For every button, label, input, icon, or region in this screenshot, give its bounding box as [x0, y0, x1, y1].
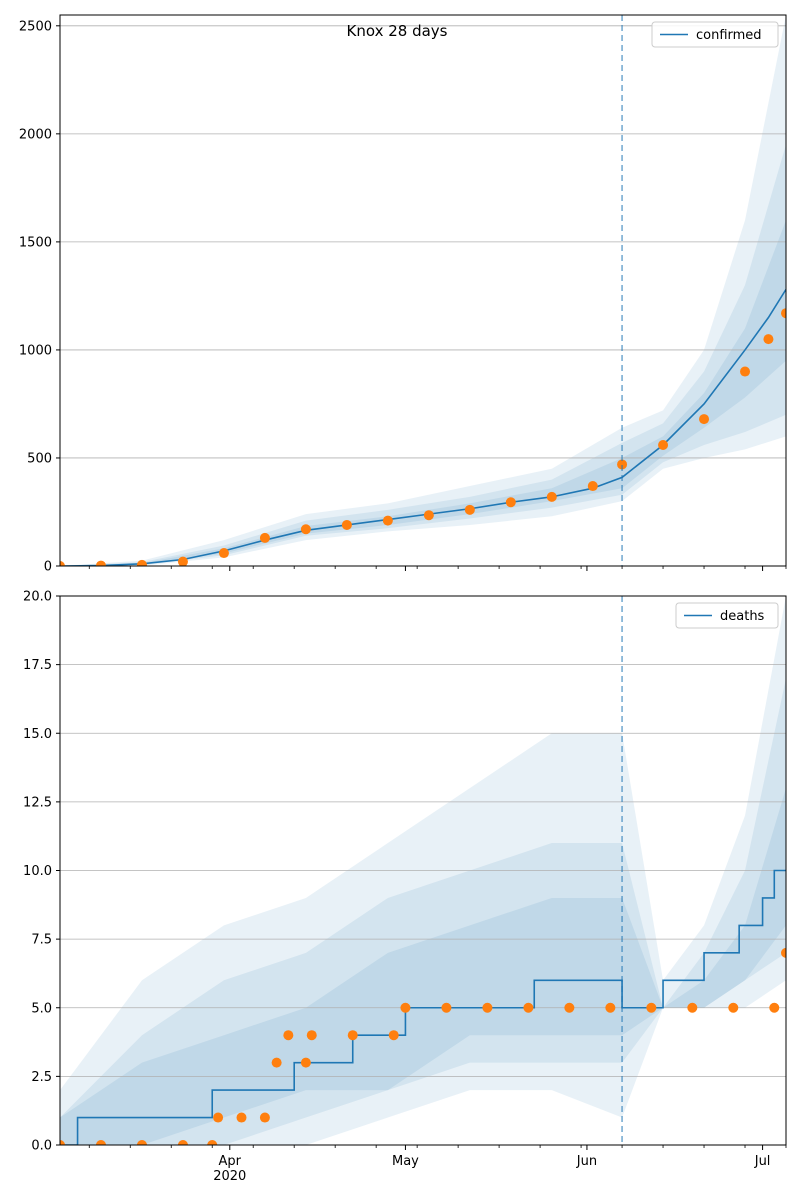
- observed-point: [464, 504, 475, 515]
- legend-label: confirmed: [696, 28, 762, 43]
- x-tick-label: Apr: [219, 1154, 242, 1169]
- observed-point: [763, 334, 774, 345]
- axes-frame: [59, 14, 787, 567]
- observed-point: [781, 947, 786, 958]
- observed-point: [781, 308, 786, 319]
- observed-point: [388, 1030, 399, 1041]
- observed-point: [646, 1002, 657, 1013]
- plot-area: [60, 15, 786, 566]
- observed-point: [95, 1140, 106, 1145]
- observed-point: [587, 481, 598, 492]
- plot-area: [60, 596, 786, 1145]
- uncertainty-band-1-fit: [60, 427, 623, 566]
- y-tick-label: 20.0: [23, 590, 52, 605]
- observed-point: [283, 1030, 294, 1041]
- observed-point: [300, 1057, 311, 1068]
- y-tick-label: 0.0: [31, 1139, 52, 1154]
- y-tick-label: 7.5: [31, 933, 52, 948]
- observed-point: [699, 414, 710, 425]
- y-tick-label: 1500: [19, 235, 52, 250]
- observed-point: [341, 519, 352, 530]
- x-tick-label: Jul: [754, 1154, 771, 1169]
- observed-point: [218, 548, 229, 559]
- observed-point: [605, 1002, 616, 1013]
- y-tick-label: 15.0: [23, 727, 52, 742]
- observed-point: [177, 556, 188, 566]
- observed-point: [136, 1140, 147, 1145]
- uncertainty-band-2-forecast: [622, 144, 786, 495]
- observed-point: [423, 510, 434, 521]
- x-tick-label: Jun: [576, 1154, 597, 1169]
- y-tick-label: 12.5: [23, 795, 52, 810]
- observed-point: [60, 561, 65, 566]
- y-tick-label: 1000: [19, 343, 52, 358]
- observed-point: [728, 1002, 739, 1013]
- observed-point: [259, 532, 270, 543]
- confirmed-chart-panel: 0 500 1000 1500 2000 2500 Knox 28 days confirme…: [19, 14, 787, 575]
- observed-point: [546, 491, 557, 502]
- uncertainty-band-1-forecast: [622, 15, 786, 502]
- y-tick-label: 500: [27, 451, 52, 466]
- chart-title: Knox 28 days: [347, 22, 448, 40]
- observed-point: [441, 1002, 452, 1013]
- observed-point: [136, 559, 147, 566]
- observed-point: [347, 1030, 358, 1041]
- observed-point: [382, 515, 393, 526]
- y-tick-label: 17.5: [23, 658, 52, 673]
- observed-point: [769, 1002, 780, 1013]
- observed-point: [658, 439, 669, 450]
- observed-point: [60, 1140, 65, 1145]
- uncertainty-band-2-forecast: [622, 678, 786, 1063]
- observed-point: [523, 1002, 534, 1013]
- observed-point: [95, 560, 106, 566]
- observed-point: [306, 1030, 317, 1041]
- observed-point: [207, 1140, 218, 1145]
- observed-point: [213, 1112, 224, 1123]
- uncertainty-band-3-fit: [60, 897, 623, 1145]
- observed-point: [505, 497, 516, 508]
- legend-label: deaths: [720, 609, 765, 624]
- uncertainty-band-2-fit: [60, 843, 623, 1145]
- y-tick-label: 5.0: [31, 1001, 52, 1016]
- observed-point: [300, 524, 311, 535]
- legend-box: [651, 21, 779, 48]
- series-line-confirmed: [60, 288, 786, 566]
- uncertainty-band-3-forecast: [622, 788, 786, 1036]
- y-tick-label: 2.5: [31, 1070, 52, 1085]
- observed-point: [177, 1140, 188, 1145]
- observed-point: [400, 1002, 411, 1013]
- observed-point: [236, 1112, 247, 1123]
- y-tick-label: 0: [44, 560, 52, 575]
- x-tick-label: May: [392, 1154, 419, 1169]
- observed-point: [259, 1112, 270, 1123]
- x-tick-label: 2020: [213, 1169, 246, 1184]
- y-tick-label: 2000: [19, 127, 52, 142]
- observed-point: [617, 459, 628, 470]
- y-tick-label: 2500: [19, 19, 52, 34]
- uncertainty-band-3-forecast: [622, 220, 786, 489]
- observed-point: [740, 366, 751, 377]
- observed-point: [271, 1057, 282, 1068]
- legend-box: [675, 602, 779, 629]
- observed-point: [687, 1002, 698, 1013]
- observed-point: [482, 1002, 493, 1013]
- observed-point: [564, 1002, 575, 1013]
- y-tick-label: 10.0: [23, 864, 52, 879]
- series-line-deaths: [60, 869, 786, 1145]
